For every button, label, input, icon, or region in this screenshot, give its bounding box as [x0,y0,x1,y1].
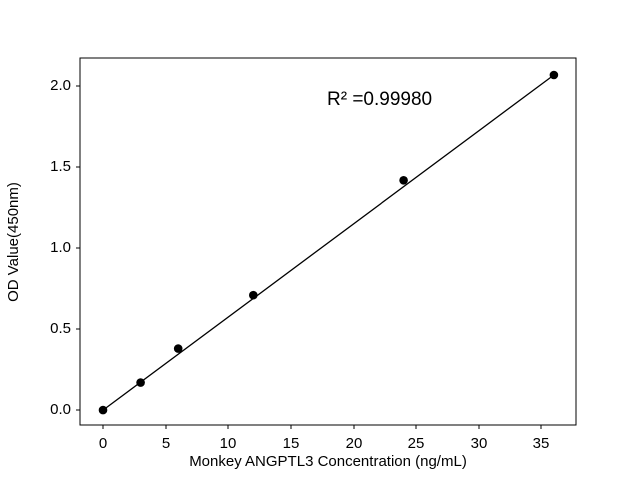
svg-text:25: 25 [408,435,425,452]
svg-text:2.0: 2.0 [50,77,71,94]
svg-text:35: 35 [533,435,550,452]
svg-text:0: 0 [99,435,107,452]
svg-text:0.0: 0.0 [50,401,71,418]
svg-text:30: 30 [471,435,488,452]
svg-text:15: 15 [283,435,300,452]
svg-text:10: 10 [220,435,237,452]
svg-text:20: 20 [346,435,363,452]
svg-text:1.0: 1.0 [50,239,71,256]
svg-text:R² =0.99980: R² =0.99980 [327,89,432,110]
svg-text:OD Value(450nm): OD Value(450nm) [5,182,22,302]
svg-text:1.5: 1.5 [50,158,71,175]
svg-text:Monkey ANGPTL3 Concentration (: Monkey ANGPTL3 Concentration (ng/mL) [189,453,467,470]
svg-text:5: 5 [162,435,170,452]
svg-text:0.5: 0.5 [50,320,71,337]
